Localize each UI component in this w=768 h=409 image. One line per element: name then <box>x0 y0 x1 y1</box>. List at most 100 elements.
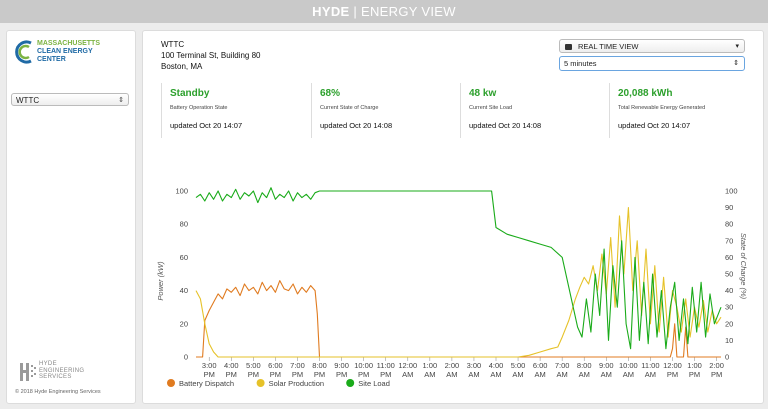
x-tick-label-ampm: AM <box>446 370 457 379</box>
y2-tick-label: 90 <box>725 203 733 212</box>
site-name: WTTC <box>161 39 260 50</box>
x-tick-label: 2:00 <box>709 361 724 370</box>
x-tick-label-ampm: AM <box>468 370 479 379</box>
y2-tick-label: 80 <box>725 220 733 229</box>
stat-value: 20,088 kWh <box>618 88 672 99</box>
stat-label: Battery Operation State <box>170 105 227 111</box>
stat-label: Current State of Charge <box>320 105 378 111</box>
x-tick-label: 8:00 <box>577 361 592 370</box>
x-tick-label-ampm: PM <box>667 370 678 379</box>
x-tick-label: 9:00 <box>599 361 614 370</box>
y-tick-label: 20 <box>180 319 188 328</box>
app-header: HYDE | ENERGY VIEW <box>0 0 768 23</box>
y2-tick-label: 40 <box>725 286 733 295</box>
x-tick-label-ampm: PM <box>336 370 347 379</box>
x-tick-label-ampm: PM <box>711 370 722 379</box>
y-axis-label: Power (kW) <box>156 261 165 301</box>
x-tick-label-ampm: PM <box>314 370 325 379</box>
site-select-value: WTTC <box>16 96 39 105</box>
app-title: ENERGY VIEW <box>361 4 456 19</box>
x-tick-label: 3:00 <box>467 361 482 370</box>
copyright: © 2018 Hyde Engineering Services <box>15 389 101 395</box>
x-tick-label-ampm: AM <box>645 370 656 379</box>
x-tick-label: 9:00 <box>334 361 349 370</box>
y2-tick-label: 60 <box>725 253 733 262</box>
y2-tick-label: 50 <box>725 270 733 279</box>
x-tick-label: 6:00 <box>533 361 548 370</box>
x-tick-label-ampm: AM <box>623 370 634 379</box>
x-tick-label: 5:00 <box>246 361 261 370</box>
logo-line-2: CLEAN ENERGY <box>37 48 93 55</box>
x-tick-label: 2:00 <box>445 361 460 370</box>
x-tick-label-ampm: AM <box>557 370 568 379</box>
x-tick-label: 1:00 <box>687 361 702 370</box>
x-tick-label: 10:00 <box>354 361 373 370</box>
stat-updated: updated Oct 20 14:07 <box>618 121 690 130</box>
x-tick-label: 7:00 <box>290 361 305 370</box>
masscec-logo: MASSACHUSETTS CLEAN ENERGY CENTER <box>15 39 125 69</box>
view-select-value: REAL TIME VIEW <box>578 42 638 51</box>
y2-tick-label: 10 <box>725 336 733 345</box>
hyde-logo-text: HYDE ENGINEERING SERVICES <box>39 361 84 381</box>
brand-name: HYDE <box>312 4 349 19</box>
x-tick-label: 4:00 <box>224 361 239 370</box>
legend-label: Solar Production <box>269 379 324 388</box>
y2-tick-label: 0 <box>725 353 729 362</box>
y-tick-label: 0 <box>184 353 188 362</box>
stat-updated: updated Oct 20 14:08 <box>469 121 541 130</box>
y2-axis-label: State of Charge (%) <box>739 233 748 300</box>
y2-tick-label: 70 <box>725 236 733 245</box>
view-select[interactable]: REAL TIME VIEW ▾ <box>559 39 745 53</box>
select-arrows-icon: ⇕ <box>118 94 124 107</box>
stat-label: Current Site Load <box>469 105 512 111</box>
hyde-logo: HYDE ENGINEERING SERVICES <box>19 361 119 385</box>
x-tick-label: 3:00 <box>202 361 217 370</box>
main-panel: WTTC 100 Terminal St, Building 80 Boston… <box>142 30 764 404</box>
stat-value: Standby <box>170 88 209 99</box>
chart-legend: Battery Dispatch Solar Production Site Loa… <box>167 379 390 388</box>
y-tick-label: 100 <box>175 187 188 196</box>
caret-down-icon: ▾ <box>735 40 739 54</box>
series-line-site-load <box>196 188 721 349</box>
x-tick-label-ampm: PM <box>689 370 700 379</box>
stat-site-load: 48 kw Current Site Load updated Oct 20 1… <box>460 83 608 138</box>
legend-swatch <box>167 379 175 387</box>
site-select[interactable]: WTTC ⇕ <box>11 93 129 106</box>
x-tick-label-ampm: AM <box>402 370 413 379</box>
select-arrows-icon: ⇕ <box>733 57 739 70</box>
logo-line-3: CENTER <box>37 56 66 63</box>
x-tick-label-ampm: PM <box>204 370 215 379</box>
x-tick-label-ampm: AM <box>424 370 435 379</box>
x-tick-label: 11:00 <box>641 361 659 370</box>
x-tick-label-ampm: PM <box>292 370 303 379</box>
interval-select-value: 5 minutes <box>564 59 597 68</box>
legend-label: Site Load <box>358 379 390 388</box>
site-address: WTTC 100 Terminal St, Building 80 Boston… <box>161 39 260 72</box>
stat-updated: updated Oct 20 14:07 <box>170 121 242 130</box>
x-tick-label-ampm: PM <box>380 370 391 379</box>
x-tick-label: 1:00 <box>423 361 438 370</box>
energy-chart: 0 20 40 60 80 100 0 10 20 30 40 50 60 70 80 90 100 3:00… <box>151 161 751 401</box>
legend-swatch <box>257 379 265 387</box>
x-tick-label-ampm: PM <box>226 370 237 379</box>
series-line-battery-dispatch <box>196 281 721 357</box>
y2-tick-label: 30 <box>725 303 733 312</box>
interval-select[interactable]: 5 minutes ⇕ <box>559 56 745 71</box>
y-tick-label: 80 <box>180 220 188 229</box>
hyde-logo-icon <box>19 361 37 383</box>
series-line-solar-production <box>196 208 721 357</box>
stat-battery-state: Standby Battery Operation State updated … <box>161 83 309 138</box>
y-tick-label: 60 <box>180 253 188 262</box>
stat-value: 68% <box>320 88 340 99</box>
x-tick-label: 12:00 <box>663 361 682 370</box>
header-separator: | <box>353 4 357 19</box>
masscec-logo-icon <box>15 39 35 65</box>
y-tick-label: 40 <box>180 286 188 295</box>
stat-value: 48 kw <box>469 88 496 99</box>
calendar-icon <box>565 44 572 50</box>
x-tick-label: 10:00 <box>619 361 638 370</box>
sidebar: MASSACHUSETTS CLEAN ENERGY CENTER WTTC ⇕… <box>6 30 136 404</box>
y2-tick-label: 20 <box>725 319 733 328</box>
x-tick-label: 8:00 <box>312 361 327 370</box>
x-tick-label-ampm: AM <box>601 370 612 379</box>
